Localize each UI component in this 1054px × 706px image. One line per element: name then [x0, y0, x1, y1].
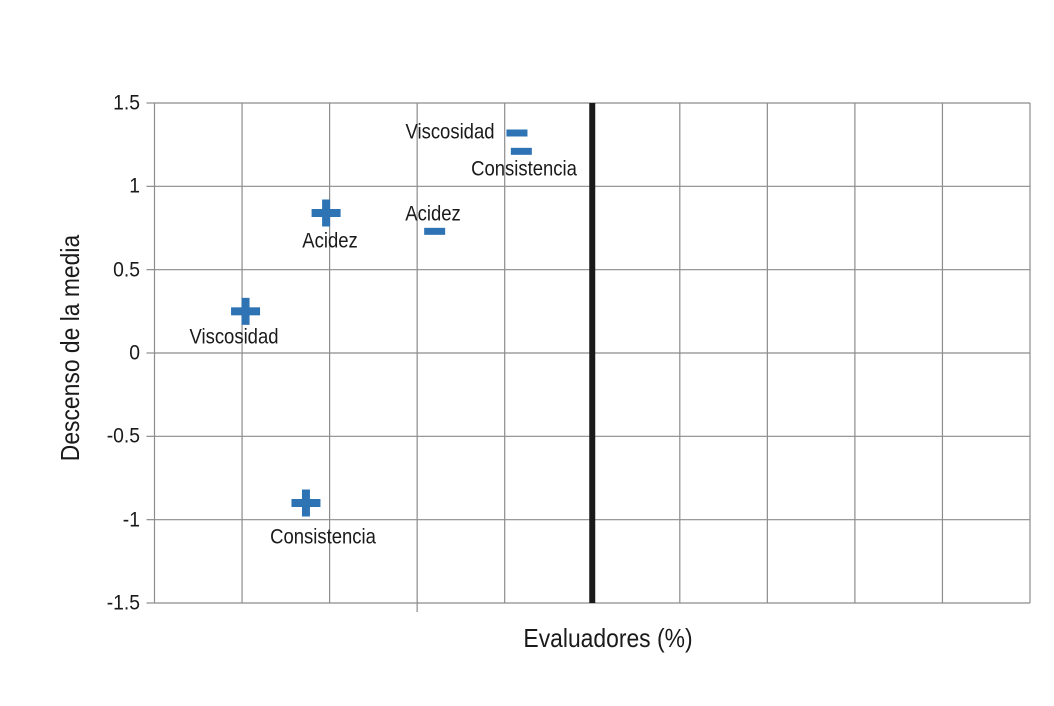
x-axis-title: Evaluadores (%)	[523, 623, 693, 653]
plus-marker	[301, 489, 310, 517]
minus-marker	[506, 129, 528, 137]
minus-marker	[510, 147, 532, 155]
y-axis-title: Descenso de la media	[55, 234, 85, 462]
plus-marker	[322, 199, 331, 227]
minus-marker	[424, 227, 446, 235]
plus-marker	[241, 297, 250, 325]
